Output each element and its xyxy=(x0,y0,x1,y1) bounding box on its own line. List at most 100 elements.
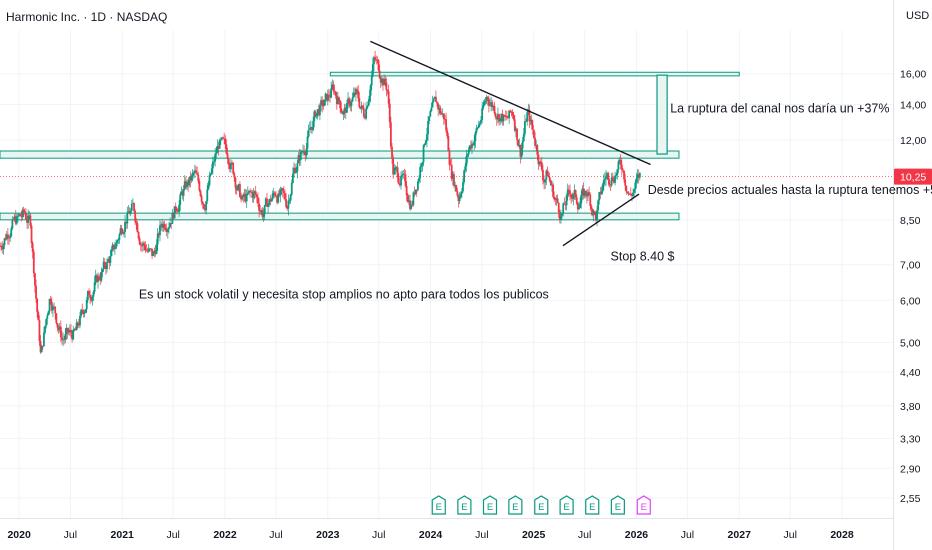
candle xyxy=(392,154,395,179)
candle xyxy=(403,168,406,182)
candle xyxy=(21,207,24,220)
candle xyxy=(234,176,237,195)
candle xyxy=(379,76,382,89)
time-tick-label: 2028 xyxy=(830,529,854,541)
symbol-title[interactable]: Harmonic Inc. · 1D · NASDAQ xyxy=(6,10,168,24)
candle xyxy=(509,109,512,113)
candle xyxy=(325,93,328,102)
candle xyxy=(49,295,52,305)
candle xyxy=(610,172,613,188)
candle xyxy=(422,144,425,167)
candle xyxy=(232,162,235,175)
candle xyxy=(589,192,592,211)
candle xyxy=(197,171,200,184)
candle xyxy=(371,57,374,78)
candle xyxy=(398,182,401,188)
candle xyxy=(208,171,211,187)
earnings-icon[interactable]: E xyxy=(431,495,446,515)
annotation-stop[interactable]: Stop 8.40 $ xyxy=(611,250,675,264)
candle xyxy=(112,244,115,252)
candle xyxy=(294,163,297,174)
candle xyxy=(620,157,623,176)
candle xyxy=(19,213,22,217)
earnings-icon[interactable]: E xyxy=(585,495,600,515)
candle xyxy=(38,315,41,346)
candle xyxy=(581,184,584,201)
candle xyxy=(329,90,331,103)
candle xyxy=(77,318,80,328)
earnings-icon[interactable]: E xyxy=(508,495,523,515)
earnings-label: E xyxy=(436,502,442,513)
candle xyxy=(190,174,193,183)
candle xyxy=(141,241,143,253)
candle xyxy=(558,209,561,224)
candle xyxy=(132,198,134,205)
candle xyxy=(20,211,23,222)
middle-band[interactable] xyxy=(0,150,680,159)
price-tick-label: 16,00 xyxy=(900,69,926,81)
candle xyxy=(92,290,95,302)
earnings-icon[interactable]: E xyxy=(482,495,498,515)
lower-trendline[interactable] xyxy=(562,193,640,247)
candle xyxy=(314,109,317,118)
candle xyxy=(37,310,40,321)
candle xyxy=(61,331,63,345)
candle xyxy=(143,241,146,251)
candle xyxy=(466,153,469,164)
time-axis[interactable]: 2020 Jul 2021 Jul 2022 Jul 2023 Jul 2024 Jul 2025 J… xyxy=(7,529,853,541)
earnings-icon[interactable]: E xyxy=(610,495,625,515)
candle xyxy=(107,256,110,263)
candle xyxy=(367,99,370,107)
candle xyxy=(597,199,600,214)
candle xyxy=(199,189,202,198)
candle xyxy=(179,192,182,212)
candle xyxy=(246,186,249,196)
candle xyxy=(611,172,614,182)
candle xyxy=(510,110,513,117)
earnings-label: E xyxy=(641,502,647,513)
lower-band[interactable] xyxy=(0,212,680,221)
price-axis[interactable]: 16,00 14,00 12,00 8,50 7,00 6,00 5,00 4,40 3,80 3… xyxy=(900,69,926,505)
earnings-icon[interactable]: E xyxy=(457,495,472,515)
earnings-icon[interactable]: E xyxy=(559,495,574,515)
candle xyxy=(202,203,205,210)
candle xyxy=(481,101,484,124)
annotation-channel-breakout[interactable]: La ruptura del canal nos daría un +37% xyxy=(670,102,889,116)
candle xyxy=(576,201,579,214)
candle xyxy=(590,204,593,216)
annotation-current-to-breakout[interactable]: Desde precios actuales hasta la ruptura … xyxy=(648,183,932,197)
currency-label[interactable]: USD xyxy=(906,10,930,22)
upper-trendline[interactable] xyxy=(370,40,651,166)
upper-band[interactable] xyxy=(329,71,740,77)
candle xyxy=(299,149,302,166)
candle xyxy=(424,139,427,145)
candle xyxy=(351,92,354,103)
candle xyxy=(184,176,187,190)
candle xyxy=(81,303,84,315)
earnings-label: E xyxy=(589,502,595,513)
target-range-box[interactable] xyxy=(656,74,668,155)
earnings-icon[interactable]: E xyxy=(534,495,549,515)
candle xyxy=(368,89,371,105)
earnings-icon[interactable]: E xyxy=(636,495,651,515)
candle xyxy=(281,187,284,198)
candle xyxy=(264,197,267,206)
candle xyxy=(504,110,507,121)
candle xyxy=(304,151,307,162)
annotation-volatility[interactable]: Es un stock volatil y necesita stop ampl… xyxy=(139,288,549,302)
candle xyxy=(272,188,275,198)
candle xyxy=(226,147,229,164)
candle xyxy=(193,164,196,178)
candle xyxy=(312,116,315,132)
candle xyxy=(343,103,346,119)
candle xyxy=(486,95,489,106)
candle xyxy=(545,169,548,186)
candle xyxy=(428,116,431,125)
time-tick-label: 2026 xyxy=(625,529,649,541)
candle xyxy=(90,294,93,303)
candle xyxy=(222,136,224,140)
time-tick-label: 2027 xyxy=(728,529,752,541)
candle xyxy=(204,204,206,213)
